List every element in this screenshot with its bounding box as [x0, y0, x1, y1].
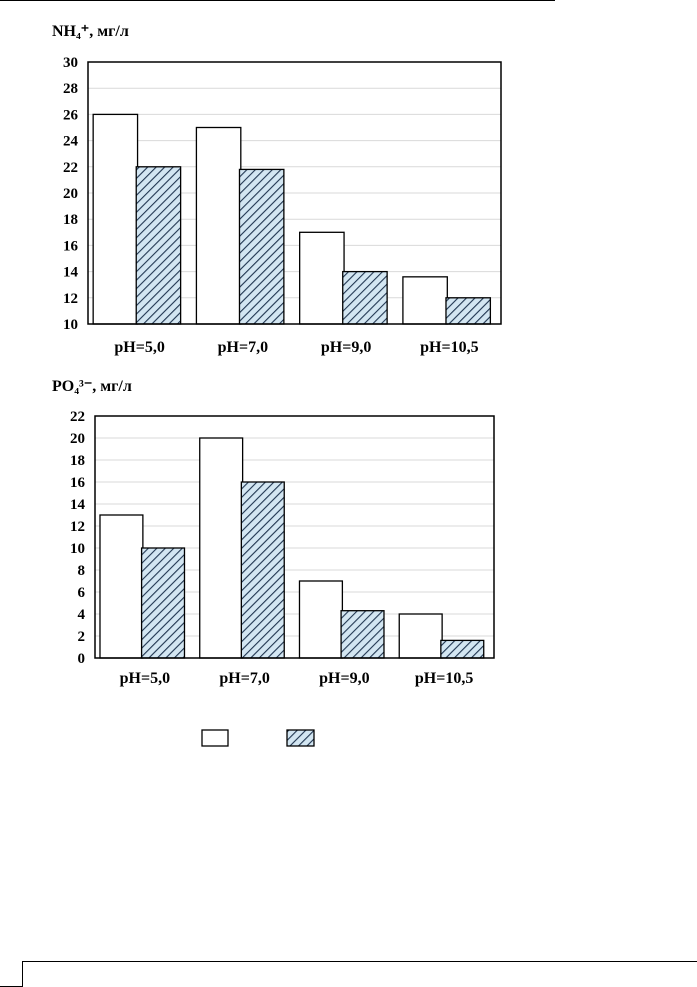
chart-1-xtick-label: pH=7,0	[218, 339, 268, 356]
chart-2-ytick-label: 4	[78, 607, 86, 623]
chart-1-ytick-label: 28	[63, 81, 78, 97]
chart-2-ytick-label: 2	[78, 629, 86, 645]
chart-2-ytick-label: 18	[70, 453, 85, 469]
chart-1-ytick-label: 14	[63, 265, 79, 281]
chart-1-plot-frame	[87, 61, 502, 325]
chart-1-xtick-label: pH=5,0	[114, 339, 164, 356]
chart-2-ytick-label: 0	[78, 651, 86, 667]
chart-2-bar-series2-2	[240, 481, 285, 659]
chart-2-bar-series1-2	[199, 437, 244, 659]
chart-2-ytick-label: 8	[78, 563, 86, 579]
chart-1-ytick-label: 18	[63, 212, 78, 228]
chart-1-ytick-label: 10	[63, 317, 78, 333]
chart-2-bar-series2-1	[140, 547, 186, 659]
chart-2-bar-series2-3	[340, 610, 385, 659]
chart-1-bar-series1-2	[195, 126, 242, 325]
chart-1-bar-series2-4	[445, 297, 492, 325]
chart-2-ytick-label: 14	[70, 497, 86, 513]
chart-1-title: NH₄⁺, мг/л	[52, 23, 129, 40]
chart-2-ytick-label: 6	[78, 585, 86, 601]
chart-1-ytick-label: 22	[63, 160, 78, 176]
chart-2-bar-series1-4	[398, 613, 443, 659]
chart-2-ytick-label: 16	[70, 475, 86, 491]
chart-2-bar-series2-4	[440, 639, 485, 659]
chart-2-ytick-label: 22	[70, 409, 85, 425]
top-rule	[0, 0, 555, 1]
chart-2-bar-series1-1	[99, 514, 144, 659]
chart-1-ytick-label: 20	[63, 186, 78, 202]
chart-1-bar-series1-4	[402, 276, 448, 325]
legend-swatch-hatched	[286, 729, 315, 747]
chart-1-ytick-label: 12	[63, 291, 78, 307]
chart-1-ytick-label: 26	[63, 107, 79, 123]
chart-2-xtick-label: pH=9,0	[319, 670, 369, 687]
chart-1-ytick-label: 30	[63, 55, 78, 71]
chart-2-ytick-label: 20	[70, 431, 85, 447]
chart-1-ytick-label: 16	[63, 238, 79, 254]
chart-2-title: PO₄³⁻, мг/л	[52, 378, 132, 395]
chart-1-bar-series2-1	[135, 166, 182, 325]
chart-1-bar-series1-3	[299, 231, 345, 325]
chart-1-bar-series2-2	[238, 168, 285, 325]
chart-2-xtick-label: pH=5,0	[120, 670, 170, 687]
chart-2-plot-frame	[94, 415, 495, 659]
chart-1-xtick-label: pH=10,5	[420, 339, 478, 356]
chart-2-ytick-label: 12	[70, 519, 85, 535]
chart-1-bar-series2-3	[342, 270, 388, 325]
chart-1-xtick-label: pH=9,0	[321, 339, 371, 356]
chart-1-bar-series1-1	[92, 113, 139, 325]
legend-swatch-white	[201, 729, 229, 747]
chart-1-ytick-label: 24	[63, 134, 79, 150]
chart-2-bar-series1-3	[298, 580, 344, 659]
chart-2-ytick-label: 10	[70, 541, 85, 557]
chart-2-xtick-label: pH=7,0	[219, 670, 269, 687]
page-footer-frame	[0, 955, 697, 987]
chart-2-xtick-label: pH=10,5	[415, 670, 473, 687]
